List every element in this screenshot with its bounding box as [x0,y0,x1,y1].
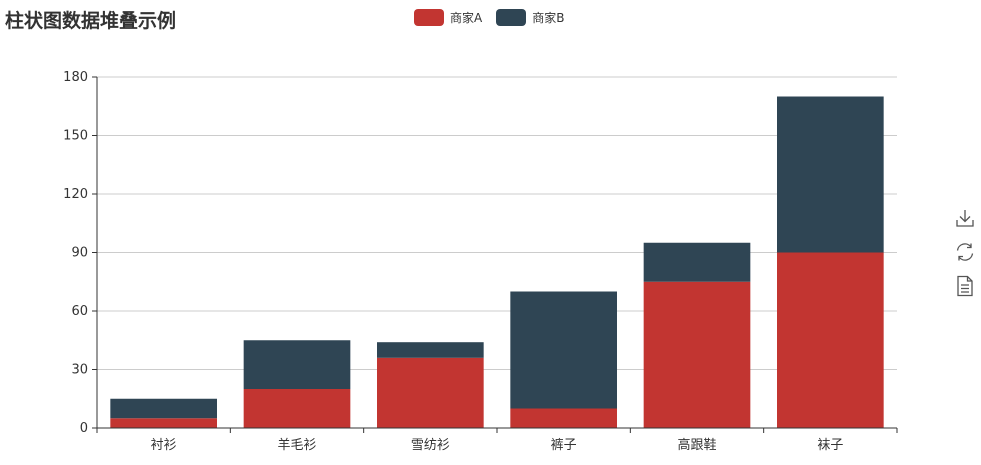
refresh-icon [956,243,974,261]
legend-label-series-a: 商家A [450,11,483,25]
download-icon [956,210,974,227]
chart-title: 柱状图数据堆叠示例 [5,10,177,32]
y-tick-label: 60 [71,304,88,319]
x-tick-label: 羊毛衫 [277,437,316,453]
legend-item-series-a[interactable]: 商家A [414,9,482,26]
y-tick-label: 120 [63,187,88,202]
bar-series-a [777,252,884,428]
y-tick-label: 180 [63,70,88,85]
legend-item-series-b[interactable]: 商家B [496,9,564,26]
y-tick-label: 150 [63,129,88,144]
legend-swatch-series-b [496,9,527,26]
bar-series-b [110,398,217,419]
bar-series-b [377,342,484,358]
save-image-button[interactable] [954,206,976,230]
bar-series-a [110,418,217,428]
data-view-icon [957,275,973,297]
toolbox [954,206,976,298]
bar-series-b [777,96,884,253]
bar-series-a [377,357,484,428]
x-tick-label: 高跟鞋 [677,437,716,453]
y-tick-label: 30 [71,363,88,378]
x-tick-label: 衬衫 [151,438,177,453]
data-view-button[interactable] [954,274,976,298]
x-tick-label: 雪纺衫 [411,438,450,453]
bar-series-a [643,281,751,428]
bar-series-b [243,340,351,389]
bar-series-b [510,291,617,409]
y-tick-label: 90 [71,246,88,261]
x-tick-label: 袜子 [817,438,843,453]
bar-series-a [510,408,617,428]
legend-swatch-series-a [414,9,444,26]
x-tick-label: 裤子 [551,438,577,453]
restore-button[interactable] [954,240,976,264]
legend-label-series-b: 商家B [532,11,565,25]
legend: 商家A 商家B [414,9,564,26]
y-tick-label: 0 [80,421,88,436]
bar-series-a [243,389,351,428]
bar-series-b [643,242,751,282]
